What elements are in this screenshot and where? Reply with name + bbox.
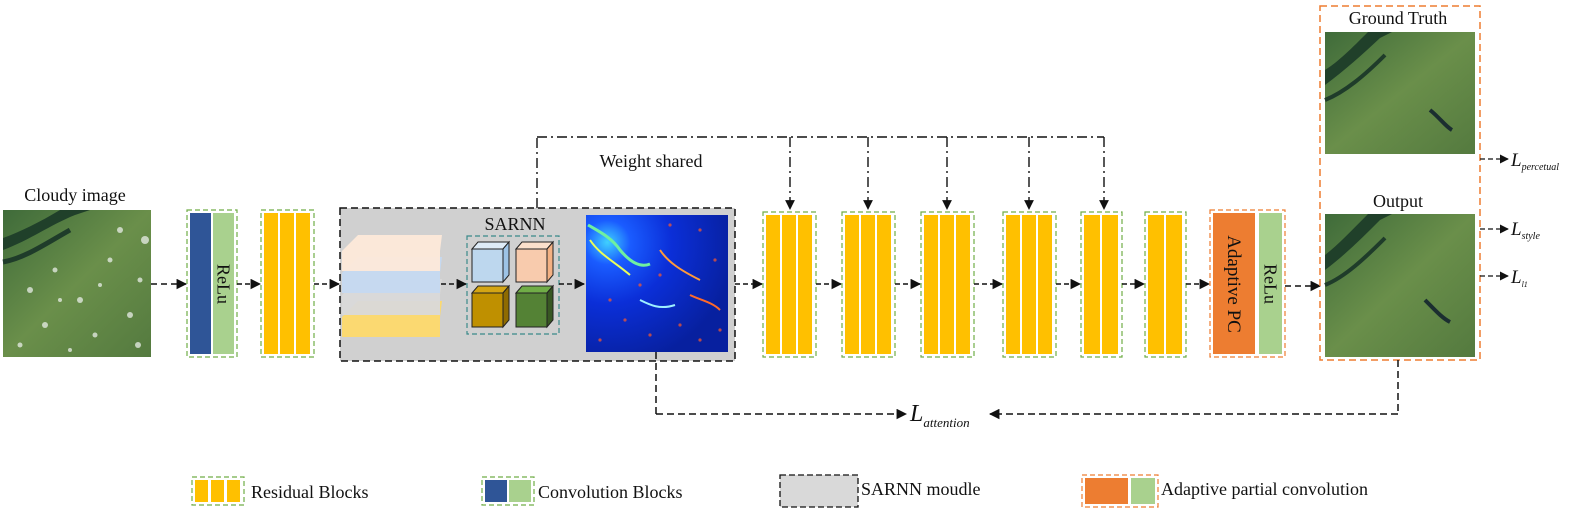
residual-block-1 [762,211,817,358]
input-label: Cloudy image [24,185,126,205]
adaptive-pc-label: Adaptive PC [1223,235,1244,333]
legend-residual-label: Residual Blocks [251,482,369,502]
legend-residual: Residual Blocks [191,476,369,506]
output-label: Output [1373,191,1423,211]
weight-shared-label: Weight shared [599,151,702,171]
residual-block-0 [260,209,315,358]
legend-sarnn: SARNN moudle [779,474,981,508]
loss-attention-sub: attention [923,415,969,430]
adaptive-relu-label: ReLu [1261,264,1281,304]
sarnn-module: SARNN [339,207,736,362]
residual-block-2 [841,211,896,358]
feature-stack [342,235,442,337]
loss-perceptual-main: L [1510,150,1522,171]
convolution-block: ReLu [186,209,238,358]
loss-attention-main: L [909,401,923,427]
loss-l1-sub: l1 [1522,280,1528,289]
loss-perceptual-sub: percetual [1521,162,1560,173]
legend-adaptive-label: Adaptive partial convolution [1161,479,1368,499]
attention-map [586,215,728,352]
cloudy-image [2,210,151,357]
weight-shared-connector [536,136,1109,210]
legend-convolution: Convolution Blocks [481,476,683,506]
attention-loss-path [655,352,1399,420]
cube-blue [470,240,511,284]
residual-block-3 [920,211,975,358]
cube-group [466,235,560,335]
cube-gold [470,284,511,329]
result-panel: Ground Truth Output [1319,5,1481,361]
legend-convolution-label: Convolution Blocks [538,482,683,502]
ground-truth-image [1324,32,1475,154]
conv-relu-label: ReLu [214,264,234,304]
legend-adaptive: Adaptive partial convolution [1081,474,1368,508]
loss-attention: Lattention [909,401,970,430]
cube-peach [514,240,555,284]
output-image [1324,214,1475,357]
residual-block-4 [1002,211,1057,358]
loss-style-sub: style [1522,231,1541,242]
sarnn-title: SARNN [484,214,545,234]
residual-block-5 [1080,211,1123,358]
cube-green [514,284,555,329]
loss-l1-main: L [1510,267,1522,288]
loss-style-main: L [1510,219,1522,240]
residual-block-6 [1144,211,1187,358]
legend: Residual Blocks Convolution Blocks SARNN… [191,474,1368,508]
loss-style: Lstyle [1510,219,1540,242]
adaptive-pc-block: Adaptive PC ReLu [1209,209,1286,358]
loss-perceptual: Lpercetual [1510,150,1559,173]
ground-truth-label: Ground Truth [1349,8,1448,28]
loss-l1: Ll1 [1510,267,1528,289]
legend-sarnn-label: SARNN moudle [861,479,981,499]
